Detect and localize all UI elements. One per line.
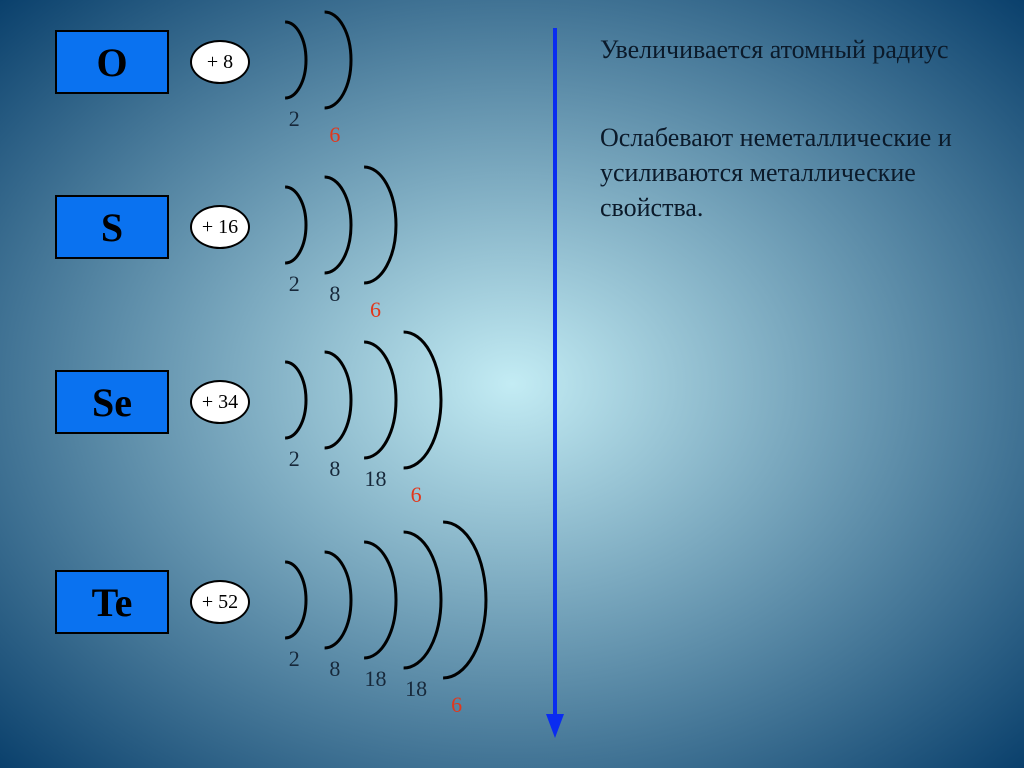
element-box: S xyxy=(55,195,169,259)
nucleus-charge: + 52 xyxy=(190,580,250,624)
shell-electron-count: 18 xyxy=(355,666,395,692)
element-box: O xyxy=(55,30,169,94)
explanation-text: Увеличивается атомный радиус xyxy=(600,32,1000,67)
shell-electron-count: 2 xyxy=(274,106,314,132)
shell-electron-count: 2 xyxy=(274,646,314,672)
diagram-stage: O+ 826S+ 16286Se+ 3428186Te+ 522818186Ув… xyxy=(0,0,1024,768)
element-box: Te xyxy=(55,570,169,634)
element-box: Se xyxy=(55,370,169,434)
shell-electron-count: 18 xyxy=(355,466,395,492)
nucleus-charge: + 16 xyxy=(190,205,250,249)
nucleus-charge: + 34 xyxy=(190,380,250,424)
shell-electron-count: 8 xyxy=(315,456,355,482)
shell-electron-count: 8 xyxy=(315,281,355,307)
explanation-text: Ослабевают неметаллические и усиливаются… xyxy=(600,120,1000,225)
shell-electron-count: 6 xyxy=(396,482,436,508)
shell-electron-count: 6 xyxy=(437,692,477,718)
shell-electron-count: 2 xyxy=(274,446,314,472)
shell-electron-count: 2 xyxy=(274,271,314,297)
trend-arrow xyxy=(553,28,557,714)
shell-electron-count: 18 xyxy=(396,676,436,702)
trend-arrow-head xyxy=(546,714,564,738)
shell-electron-count: 6 xyxy=(315,122,355,148)
nucleus-charge: + 8 xyxy=(190,40,250,84)
shell-electron-count: 6 xyxy=(355,297,395,323)
shell-electron-count: 8 xyxy=(315,656,355,682)
